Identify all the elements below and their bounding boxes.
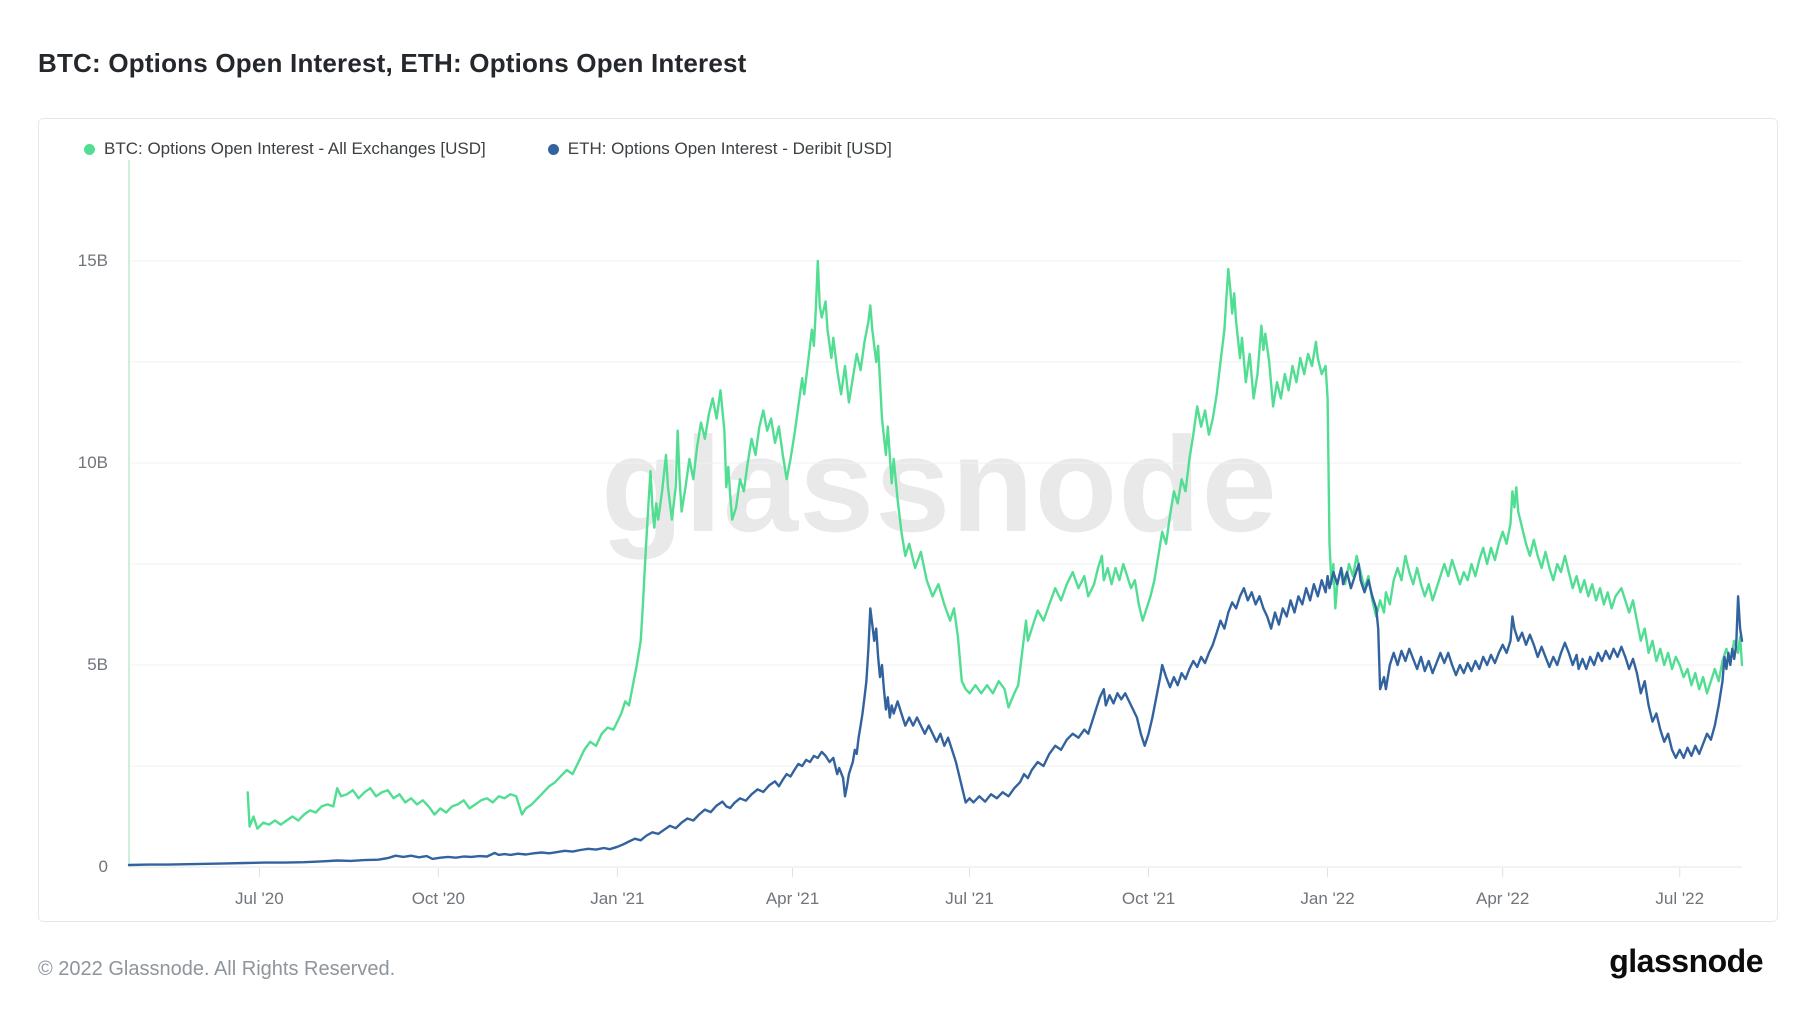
- eth-series-swatch-icon: [547, 143, 559, 155]
- legend-label-btc: BTC: Options Open Interest - All Exchang…: [104, 139, 486, 158]
- x-axis-label: Apr '21: [765, 889, 820, 908]
- x-axis-label: Oct '21: [1121, 889, 1176, 908]
- legend-label-eth: ETH: Options Open Interest - Deribit [US…: [567, 139, 892, 158]
- y-axis-label: 10B: [77, 453, 108, 472]
- x-axis-label: Jul '22: [1655, 889, 1705, 908]
- copyright-text: © 2022 Glassnode. All Rights Reserved.: [38, 958, 396, 980]
- x-axis-label: Jan '21: [590, 889, 645, 908]
- y-axis-label: 5B: [87, 655, 108, 674]
- x-axis-label: Jan '22: [1300, 889, 1355, 908]
- y-axis-label: 0: [98, 857, 108, 876]
- legend-item-eth[interactable]: ETH: Options Open Interest - Deribit [US…: [547, 139, 892, 159]
- x-axis-label: Apr '22: [1476, 889, 1530, 908]
- legend-item-btc[interactable]: BTC: Options Open Interest - All Exchang…: [84, 139, 486, 159]
- x-axis-label: Oct '20: [411, 889, 466, 908]
- x-axis-label: Jul '21: [945, 889, 994, 908]
- btc-series-swatch-icon: [84, 143, 95, 155]
- eth-series-line[interactable]: [127, 562, 1744, 867]
- page-title: BTC: Options Open Interest, ETH: Options…: [38, 48, 747, 78]
- btc-series-line[interactable]: [246, 259, 1744, 830]
- chart-legend: BTC: Options Open Interest - All Exchang…: [84, 139, 892, 159]
- x-axis-label: Jul '20: [235, 889, 284, 908]
- glassnode-logo: glassnode: [1609, 943, 1763, 979]
- chart-plot-area[interactable]: [39, 119, 1777, 919]
- chart-card: BTC: Options Open Interest - All Exchang…: [38, 118, 1778, 922]
- y-axis-label: 15B: [77, 251, 108, 270]
